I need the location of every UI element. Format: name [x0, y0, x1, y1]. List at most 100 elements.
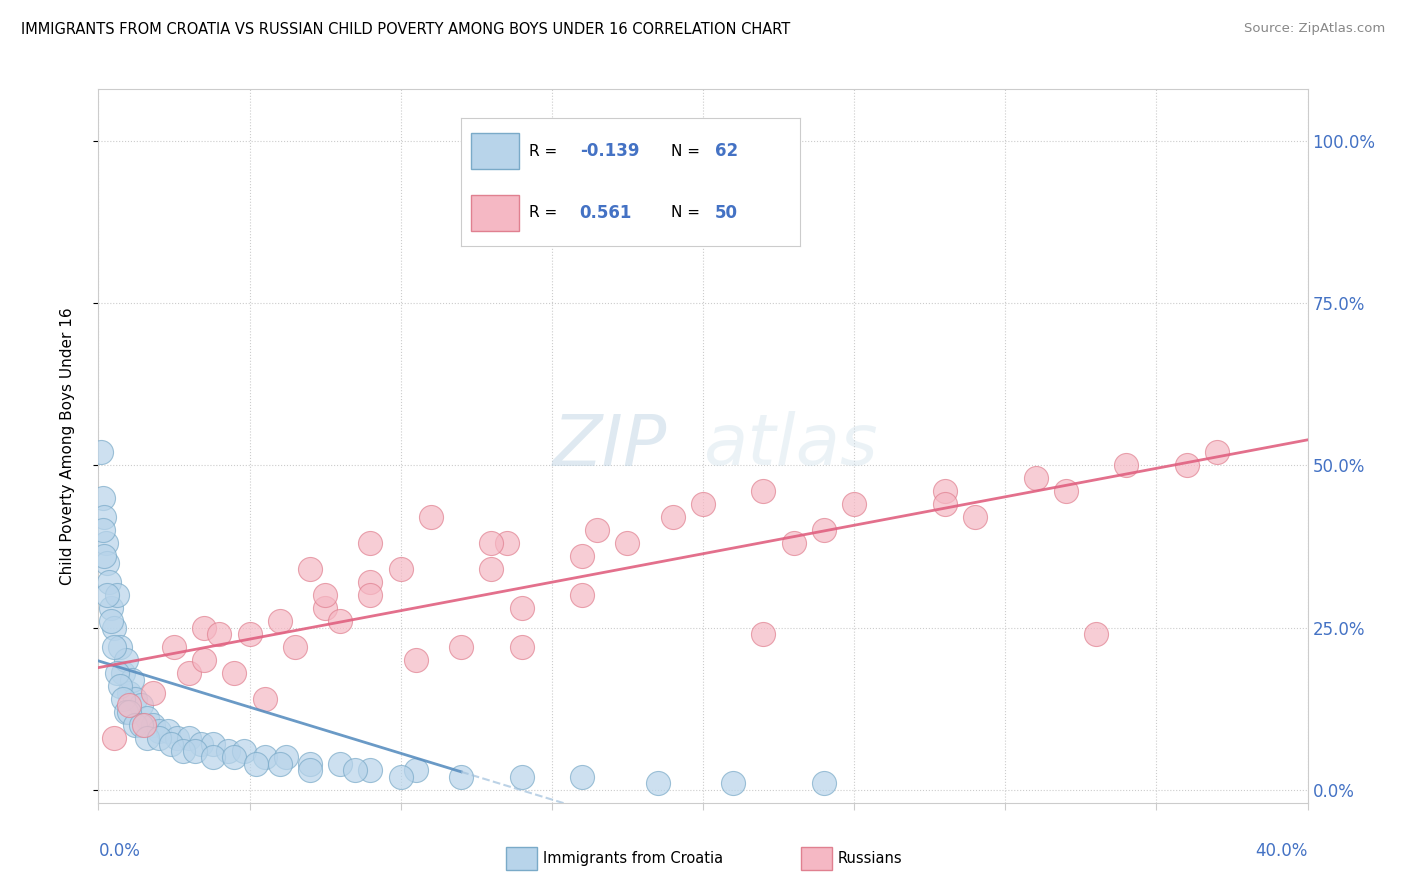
Point — [934, 497, 956, 511]
Point — [142, 718, 165, 732]
Point — [510, 601, 533, 615]
Point — [224, 750, 246, 764]
Point — [314, 588, 336, 602]
Point — [179, 666, 201, 681]
Point — [91, 491, 114, 505]
Point — [208, 627, 231, 641]
Point — [329, 614, 352, 628]
Point — [571, 770, 593, 784]
Y-axis label: Child Poverty Among Boys Under 16: Child Poverty Among Boys Under 16 — [60, 307, 75, 585]
Text: IMMIGRANTS FROM CROATIA VS RUSSIAN CHILD POVERTY AMONG BOYS UNDER 16 CORRELATION: IMMIGRANTS FROM CROATIA VS RUSSIAN CHILD… — [21, 22, 790, 37]
Point — [571, 588, 593, 602]
Point — [1054, 484, 1077, 499]
Point — [224, 666, 246, 681]
Point — [405, 653, 427, 667]
Point — [495, 536, 517, 550]
Point — [1175, 458, 1198, 473]
Point — [314, 601, 336, 615]
Point — [93, 549, 115, 564]
Point — [148, 724, 170, 739]
Point — [163, 640, 186, 654]
Point — [389, 770, 412, 784]
Point — [135, 711, 157, 725]
Text: atlas: atlas — [703, 411, 877, 481]
Point — [360, 536, 382, 550]
Point — [118, 698, 141, 713]
Point — [135, 731, 157, 745]
Point — [103, 640, 125, 654]
Point — [129, 718, 152, 732]
Point — [111, 692, 134, 706]
Point — [96, 556, 118, 570]
Point — [217, 744, 239, 758]
Point — [360, 764, 382, 778]
Point — [105, 588, 128, 602]
Point — [156, 724, 179, 739]
Point — [184, 744, 207, 758]
Point — [124, 718, 146, 732]
Point — [692, 497, 714, 511]
Point — [108, 640, 131, 654]
Point — [179, 731, 201, 745]
Point — [723, 776, 745, 790]
Point — [662, 510, 685, 524]
Point — [844, 497, 866, 511]
Point — [360, 575, 382, 590]
Point — [108, 679, 131, 693]
Point — [752, 627, 775, 641]
Point — [481, 536, 503, 550]
Point — [124, 692, 146, 706]
Point — [239, 627, 262, 641]
Point — [299, 756, 322, 771]
Point — [571, 549, 593, 564]
Point — [1206, 445, 1229, 459]
Point — [450, 770, 472, 784]
Point — [100, 614, 122, 628]
Point — [481, 562, 503, 576]
Text: ZIP: ZIP — [553, 411, 666, 481]
Point — [450, 640, 472, 654]
Point — [1024, 471, 1046, 485]
Point — [389, 562, 412, 576]
Point — [299, 562, 322, 576]
Point — [193, 621, 215, 635]
Point — [269, 756, 291, 771]
Point — [118, 685, 141, 699]
Point — [647, 776, 669, 790]
Point — [934, 484, 956, 499]
Point — [813, 776, 835, 790]
Point — [274, 750, 297, 764]
Point — [616, 536, 638, 550]
Point — [1115, 458, 1137, 473]
Point — [118, 705, 141, 719]
Point — [510, 640, 533, 654]
Point — [510, 770, 533, 784]
Point — [420, 510, 443, 524]
Point — [121, 673, 143, 687]
Point — [103, 621, 125, 635]
Point — [166, 731, 188, 745]
Point — [193, 653, 215, 667]
Point — [202, 738, 225, 752]
Point — [93, 510, 115, 524]
Point — [1085, 627, 1108, 641]
Point — [269, 614, 291, 628]
Point — [148, 731, 170, 745]
Point — [114, 705, 136, 719]
Point — [344, 764, 367, 778]
Point — [405, 764, 427, 778]
Point — [813, 524, 835, 538]
Point — [253, 750, 276, 764]
Point — [299, 764, 322, 778]
Point — [752, 484, 775, 499]
Text: Russians: Russians — [838, 851, 903, 865]
Point — [100, 601, 122, 615]
Point — [783, 536, 806, 550]
Point — [114, 653, 136, 667]
Text: 0.0%: 0.0% — [98, 842, 141, 860]
Point — [245, 756, 267, 771]
Point — [142, 685, 165, 699]
Point — [132, 718, 155, 732]
Text: Immigrants from Croatia: Immigrants from Croatia — [543, 851, 723, 865]
Point — [160, 738, 183, 752]
